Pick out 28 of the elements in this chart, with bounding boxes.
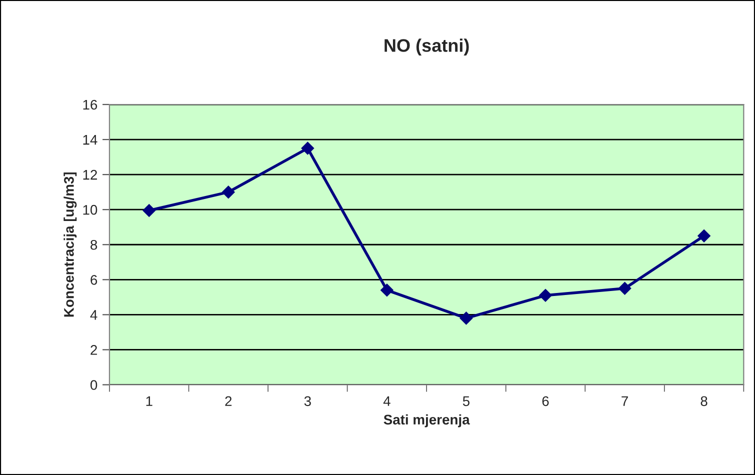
point bbox=[618, 282, 632, 295]
point bbox=[301, 142, 314, 155]
point bbox=[222, 186, 235, 198]
y-tick-label: 14 bbox=[83, 135, 98, 145]
point bbox=[380, 284, 394, 297]
point bbox=[142, 204, 156, 217]
x-tick-label: 5 bbox=[462, 396, 470, 406]
y-tick-label: 16 bbox=[83, 100, 98, 110]
y-tick-label: 6 bbox=[90, 274, 98, 285]
x-tick-label: 3 bbox=[304, 396, 311, 406]
y-tick-label: 10 bbox=[83, 204, 98, 215]
y-tick-label: 2 bbox=[90, 345, 97, 355]
x-tick-label: 6 bbox=[542, 396, 549, 406]
point bbox=[539, 289, 552, 302]
y-tick-label: 8 bbox=[90, 240, 98, 250]
point bbox=[698, 229, 710, 242]
y-tick-label: 0 bbox=[90, 380, 98, 390]
x-axis-title: Sati mjerenja bbox=[384, 414, 470, 428]
x-tick-label: 2 bbox=[225, 396, 232, 406]
y-tick-label: 4 bbox=[90, 310, 98, 320]
y-axis-title: Koncentracija [ug/m3] bbox=[64, 172, 77, 317]
x-tick-label: 8 bbox=[700, 396, 708, 406]
x-tick-label: 1 bbox=[146, 396, 152, 406]
chart-title: NO (satni) bbox=[384, 38, 469, 56]
x-tick-label: 7 bbox=[622, 396, 628, 406]
x-tick-label: 4 bbox=[383, 396, 390, 406]
y-tick-label: 12 bbox=[83, 170, 97, 180]
point bbox=[460, 312, 473, 325]
